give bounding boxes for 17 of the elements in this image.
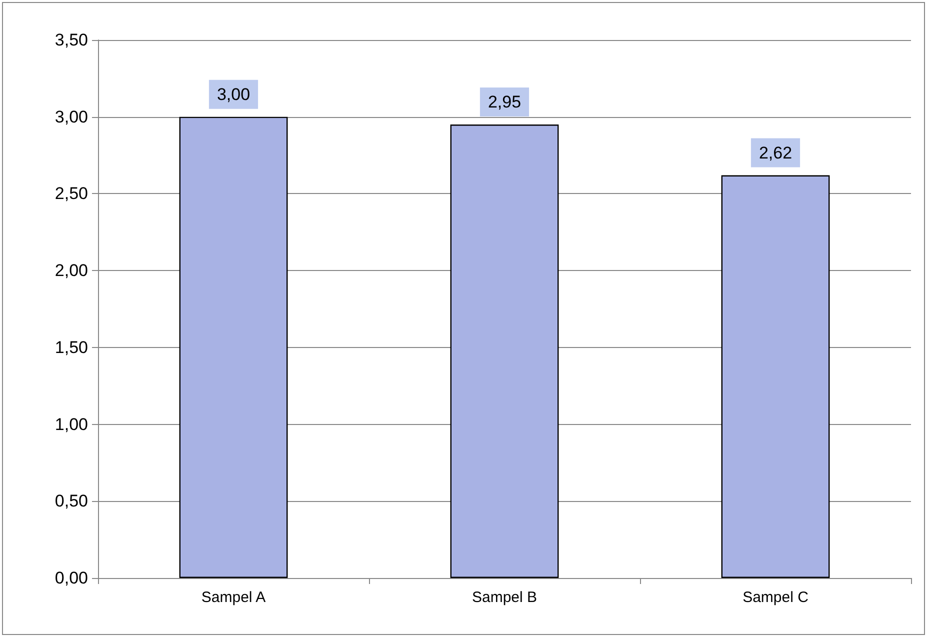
y-tick-label: 3,00 (54, 107, 88, 126)
x-tick-label: Sampel A (201, 589, 266, 606)
bar (721, 175, 830, 578)
x-tick-label: Sampel B (472, 589, 538, 606)
y-tick-label: 2,50 (54, 184, 88, 204)
y-tick-label: 2,00 (54, 261, 88, 280)
data-label: 3,00 (216, 84, 250, 104)
x-tick-label: Sampel C (742, 589, 809, 606)
data-label: 2,62 (758, 143, 792, 162)
y-tick-label: 1,00 (54, 414, 88, 434)
bar (179, 116, 288, 578)
bar (450, 124, 559, 578)
data-label: 2,95 (488, 92, 522, 112)
y-tick-label: 0,00 (54, 568, 88, 588)
y-tick-label: 0,50 (54, 492, 88, 511)
y-tick-label: 3,50 (54, 30, 88, 50)
y-tick-label: 1,50 (54, 338, 88, 357)
